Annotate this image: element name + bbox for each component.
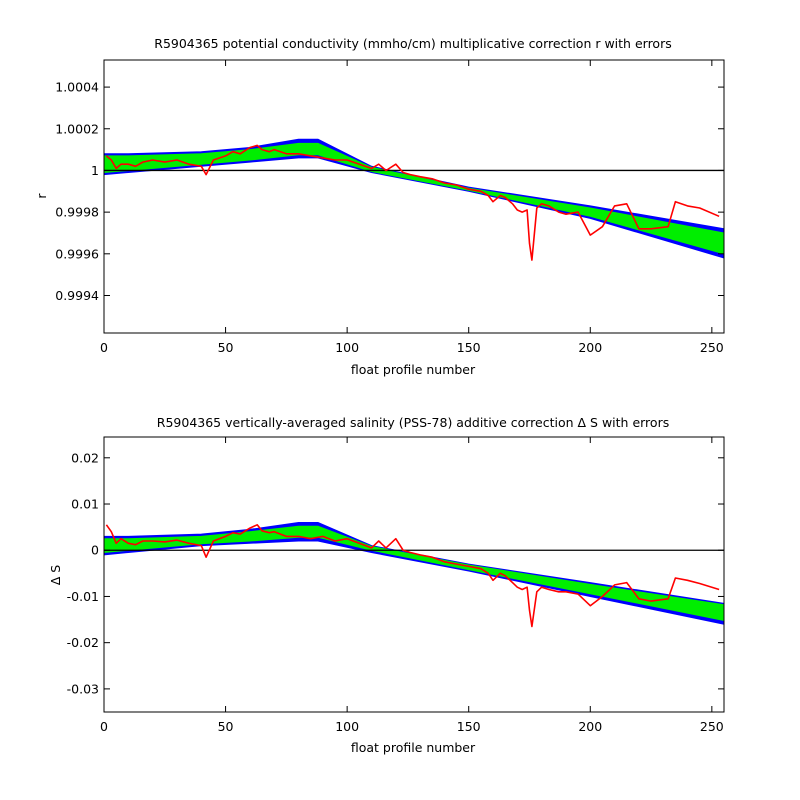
x-tick-label: 150 xyxy=(457,340,481,355)
plot-area: 0 50 100 150 200 250 -0.03 -0.02 -0.01 0 0.01 0.02 xyxy=(67,436,725,734)
y-tick-label: -0.02 xyxy=(67,635,99,650)
conductivity-correction-plot: R5904365 potential conductivity (mmho/cm… xyxy=(34,36,725,377)
y-tick-label: 0.02 xyxy=(71,450,99,465)
y-tick-label: -0.01 xyxy=(67,589,99,604)
x-tick-label: 50 xyxy=(218,340,234,355)
y-tick-label: 0.01 xyxy=(71,497,99,512)
y-axis-label: r xyxy=(34,193,49,199)
x-tick-label: 0 xyxy=(100,719,108,734)
x-axis-label: float profile number xyxy=(351,362,476,377)
plot-area: 0 50 100 150 200 250 0.9994 0.9996 0.9998 1 1.0002… xyxy=(55,59,725,355)
y-tick-label: 1.0004 xyxy=(55,80,99,95)
y-axis-label: Δ S xyxy=(48,565,63,586)
error-band-outer xyxy=(104,138,724,259)
x-tick-label: 250 xyxy=(700,340,724,355)
axes-box xyxy=(103,436,725,713)
x-tick-label: 150 xyxy=(457,719,481,734)
y-tick-label: 0 xyxy=(91,543,99,558)
x-axis-label: float profile number xyxy=(351,740,476,755)
x-tick-label: 200 xyxy=(578,340,602,355)
chart-title: R5904365 potential conductivity (mmho/cm… xyxy=(154,36,671,51)
error-band-inner xyxy=(104,525,724,622)
error-band-inner xyxy=(104,142,724,255)
x-tick-label: 250 xyxy=(700,719,724,734)
x-tick-label: 50 xyxy=(218,719,234,734)
axes-box xyxy=(103,59,725,334)
x-tick-label: 0 xyxy=(100,340,108,355)
y-tick-label: 0.9996 xyxy=(55,246,99,261)
error-band-outer xyxy=(104,522,724,625)
y-tick-label: 1 xyxy=(91,163,99,178)
plot-marks xyxy=(104,138,724,261)
x-tick-label: 100 xyxy=(335,340,359,355)
y-tick-label: -0.03 xyxy=(67,681,99,696)
y-tick-label: 1.0002 xyxy=(55,121,99,136)
x-tick-label: 100 xyxy=(335,719,359,734)
x-tick-label: 200 xyxy=(578,719,602,734)
salinity-correction-plot: R5904365 vertically-averaged salinity (P… xyxy=(48,415,725,755)
y-tick-label: 0.9994 xyxy=(55,288,99,303)
y-tick-label: 0.9998 xyxy=(55,205,99,220)
fit-line xyxy=(105,523,720,628)
plot-marks xyxy=(104,522,724,628)
fit-line xyxy=(105,144,720,261)
chart-title: R5904365 vertically-averaged salinity (P… xyxy=(157,415,669,430)
